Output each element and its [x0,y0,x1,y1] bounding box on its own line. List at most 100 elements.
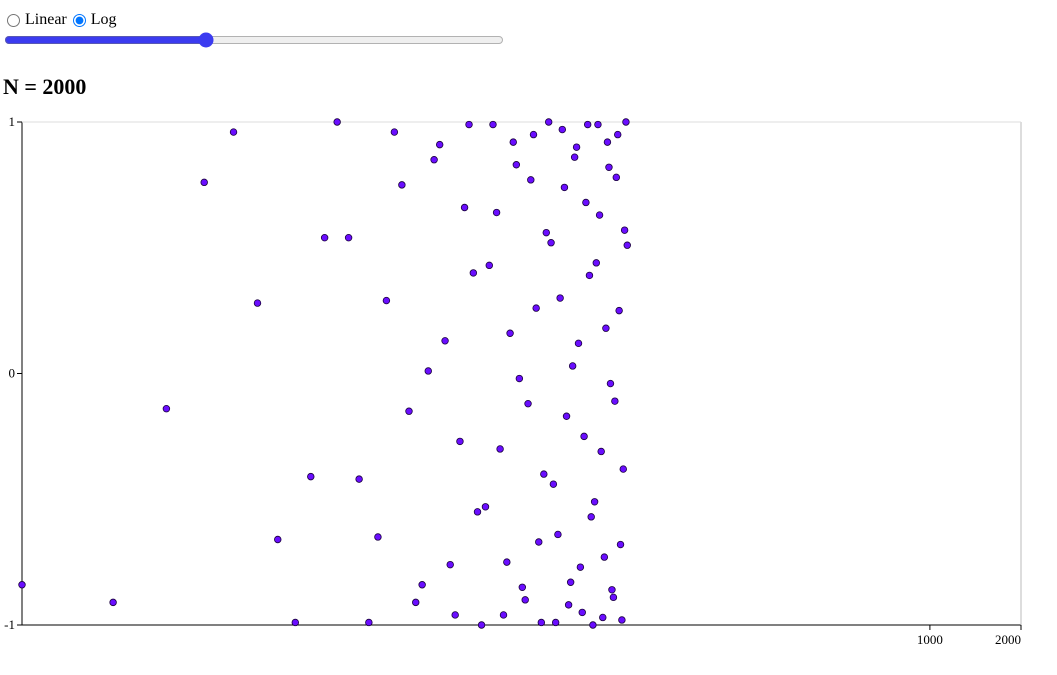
point [616,540,625,549]
point [570,153,579,161]
point [605,163,613,171]
point [333,118,341,126]
point [320,233,329,242]
point [583,120,592,129]
point [307,472,315,481]
point [509,138,517,146]
point [109,598,117,607]
point [512,161,521,169]
point [611,397,619,405]
point [608,586,616,594]
point [355,475,363,483]
point [382,296,391,305]
point [489,120,497,129]
point [574,339,583,348]
point [477,621,486,629]
point [253,299,262,307]
point [603,138,612,146]
chart-title: N = 2000 [3,74,87,99]
point [460,203,469,212]
point [564,601,573,609]
radio-log[interactable]: Log [71,11,117,29]
point [418,581,426,589]
point [558,125,566,134]
point [623,241,631,249]
point [398,181,406,189]
radio-label: Log [90,11,117,28]
point [492,208,501,217]
point [18,581,26,589]
n-slider[interactable] [4,32,504,48]
point [551,618,560,627]
point [597,447,605,456]
chart: 1 0 -1 1000 2000 [4,114,1022,647]
x-tick-label: 2000 [995,632,1021,647]
point [615,306,623,315]
point [424,367,432,375]
point [592,259,600,267]
point [542,228,550,237]
point [595,211,604,219]
point [532,304,540,312]
point [529,130,538,139]
point [587,513,595,521]
point [568,362,577,370]
point [612,173,621,182]
point [435,140,444,149]
point [485,261,493,270]
radio-input[interactable] [72,13,86,27]
point [599,613,607,622]
point [473,508,482,516]
y-tick-label: 1 [9,114,16,129]
radio-linear[interactable]: Linear [5,11,67,29]
point [390,128,399,136]
point [566,578,575,586]
point [496,445,504,453]
point [481,503,490,511]
point [374,533,382,541]
point [620,226,629,234]
point [606,379,615,388]
point [537,618,546,627]
point [412,598,420,607]
radio-label: Linear [25,11,67,28]
point [229,128,238,136]
y-tick-label: -1 [4,617,15,632]
point [521,596,529,604]
point [503,558,511,566]
point [535,538,543,546]
point [614,130,622,139]
point [585,271,594,280]
point [405,407,413,415]
point [441,337,449,345]
y-tick-label: 0 [9,365,16,380]
point [518,583,527,591]
point [619,465,627,473]
point [618,616,626,624]
point [622,118,630,126]
point [589,621,597,629]
point [162,405,171,413]
point [580,432,588,441]
point [456,437,464,446]
point [609,593,618,602]
point [547,239,555,247]
point [365,618,373,627]
point [602,324,610,332]
point [594,120,602,129]
point [527,176,535,184]
point [451,611,459,619]
scale-controls: Linear Log [5,11,121,29]
point [572,143,581,151]
point [560,183,569,192]
point [544,118,553,126]
point [590,498,599,506]
point [274,535,282,544]
point [578,608,586,617]
point [600,553,609,561]
point [344,233,353,242]
point [576,563,585,571]
radio-input[interactable] [7,13,20,27]
point [446,560,454,569]
